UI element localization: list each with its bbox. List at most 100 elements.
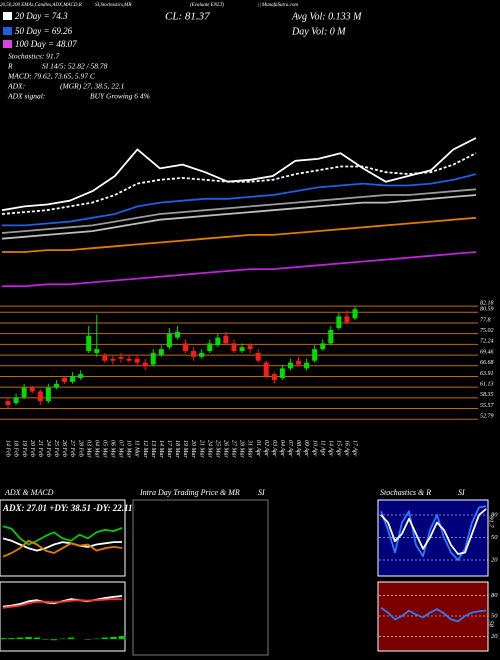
x-tick-label: 11 Apr — [319, 440, 325, 457]
bar — [42, 639, 49, 640]
x-tick-label: 20 Feb — [29, 440, 35, 457]
x-tick-label: 04 Mar — [93, 440, 100, 458]
bar — [25, 637, 32, 640]
candle-body — [86, 335, 92, 352]
panel-subtitle: SI — [258, 488, 265, 497]
candle-body — [70, 376, 76, 382]
bar — [118, 635, 126, 640]
bar — [33, 637, 41, 640]
x-tick-label: 07 Mar — [118, 440, 124, 458]
candle-body — [247, 345, 253, 350]
bar — [110, 637, 117, 640]
candle-body — [336, 316, 342, 328]
panel — [377, 581, 489, 652]
x-tick-label: 14 Apr — [327, 440, 334, 457]
y-tick-label: 63.91 — [480, 371, 494, 377]
x-tick-label: 26 Feb — [61, 440, 67, 457]
candle-body — [37, 391, 43, 402]
x-tick-label: 08 Apr — [295, 440, 301, 457]
panel-subtitle: SI — [458, 488, 465, 497]
value-label: 58 — [488, 621, 495, 628]
bar — [101, 637, 109, 640]
annotation: 20 Day = 74.3 — [15, 11, 68, 21]
x-tick-label: 18 Mar — [174, 440, 180, 458]
candle-body — [166, 333, 172, 348]
candle-body — [344, 316, 350, 323]
x-tick-label: 11 Mar — [134, 440, 140, 458]
x-tick-label: 18 Feb — [13, 440, 19, 457]
x-tick-label: 14 Feb — [5, 440, 12, 457]
x-tick-label: 27 Feb — [69, 440, 75, 457]
panel — [0, 581, 126, 652]
x-tick-label: 26 Mar — [223, 440, 229, 458]
candle-body — [231, 343, 237, 352]
y-tick-label: 72.24 — [480, 338, 494, 345]
y-tick-label: 82.18 — [480, 300, 494, 306]
annotation: BUY Growing 6 4% — [90, 92, 150, 101]
line-series — [380, 607, 487, 623]
candle-body — [142, 362, 148, 367]
x-tick-label: 03 Mar — [85, 440, 91, 458]
candle-body — [94, 349, 100, 353]
line-series — [2, 216, 477, 253]
annotation: R — [7, 62, 13, 71]
candle-body — [126, 358, 132, 361]
annotation: CL: 81.37 — [165, 11, 210, 23]
x-tick-label: 03 Apr — [271, 440, 277, 457]
line-series — [2, 539, 123, 558]
candle-body — [5, 401, 11, 405]
y-tick-label: 58.35 — [480, 392, 494, 398]
candle-body — [223, 335, 229, 344]
x-tick-label: 21 Mar — [198, 440, 204, 458]
x-tick-label: 02 Apr — [263, 440, 269, 457]
y-tick-label: 75.02 — [480, 328, 494, 334]
y-tick-label: 69.46 — [480, 348, 494, 355]
candle-body — [312, 349, 318, 361]
y-tick-label: 50 — [491, 534, 498, 541]
x-tick-label: 24 Feb — [45, 440, 52, 457]
annotation: 50 Day = 69.26 — [15, 26, 73, 36]
x-tick-label: 09 Apr — [303, 440, 309, 457]
candle-body — [29, 387, 35, 392]
panel-title: Stochastics & R — [380, 488, 431, 497]
annotation: MACD: 79.62, 73.65, 5.97 C — [7, 72, 96, 81]
annotation: (MGR) 27, 38.5, 22.1 — [60, 82, 124, 91]
annotation: Avg Vol: 0.133 M — [291, 11, 362, 22]
x-tick-label: 25 Feb — [53, 440, 59, 457]
candle-body — [215, 337, 221, 346]
bar — [67, 637, 75, 640]
y-tick-label: 55.57 — [480, 403, 495, 409]
candle-body — [352, 309, 358, 319]
candle-body — [134, 358, 140, 363]
candle-body — [21, 387, 27, 398]
candle-body — [255, 352, 261, 361]
x-tick-label: 25 Mar — [214, 440, 220, 458]
x-tick-label: 14 Mar — [158, 440, 165, 458]
x-tick-label: 17 Apr — [352, 440, 358, 457]
x-tick-label: 20 Mar — [190, 440, 196, 458]
line-series — [2, 525, 123, 546]
x-tick-label: 31 Mar — [247, 439, 253, 458]
annotation: SI,Stochastics,MR — [95, 3, 131, 8]
candle-body — [61, 378, 67, 382]
x-tick-label: 04 Apr — [279, 440, 286, 457]
x-tick-label: 12 Mar — [142, 440, 148, 458]
candle-body — [13, 397, 19, 404]
legend-swatch — [3, 40, 12, 48]
candle-body — [271, 374, 277, 380]
x-tick-label: 07 Apr — [287, 440, 293, 457]
candle-body — [199, 352, 205, 357]
candle-body — [320, 343, 326, 350]
y-tick-label: 20 — [491, 556, 498, 563]
candle-body — [263, 362, 269, 377]
line-series — [2, 251, 477, 288]
candle-body — [78, 374, 84, 379]
candle-body — [296, 360, 302, 365]
line-series — [2, 598, 123, 609]
bar — [59, 638, 66, 640]
y-tick-label: 52.79 — [480, 414, 494, 420]
x-tick-label: 27 Mar — [231, 440, 237, 458]
x-tick-label: 10 Apr — [311, 440, 317, 457]
